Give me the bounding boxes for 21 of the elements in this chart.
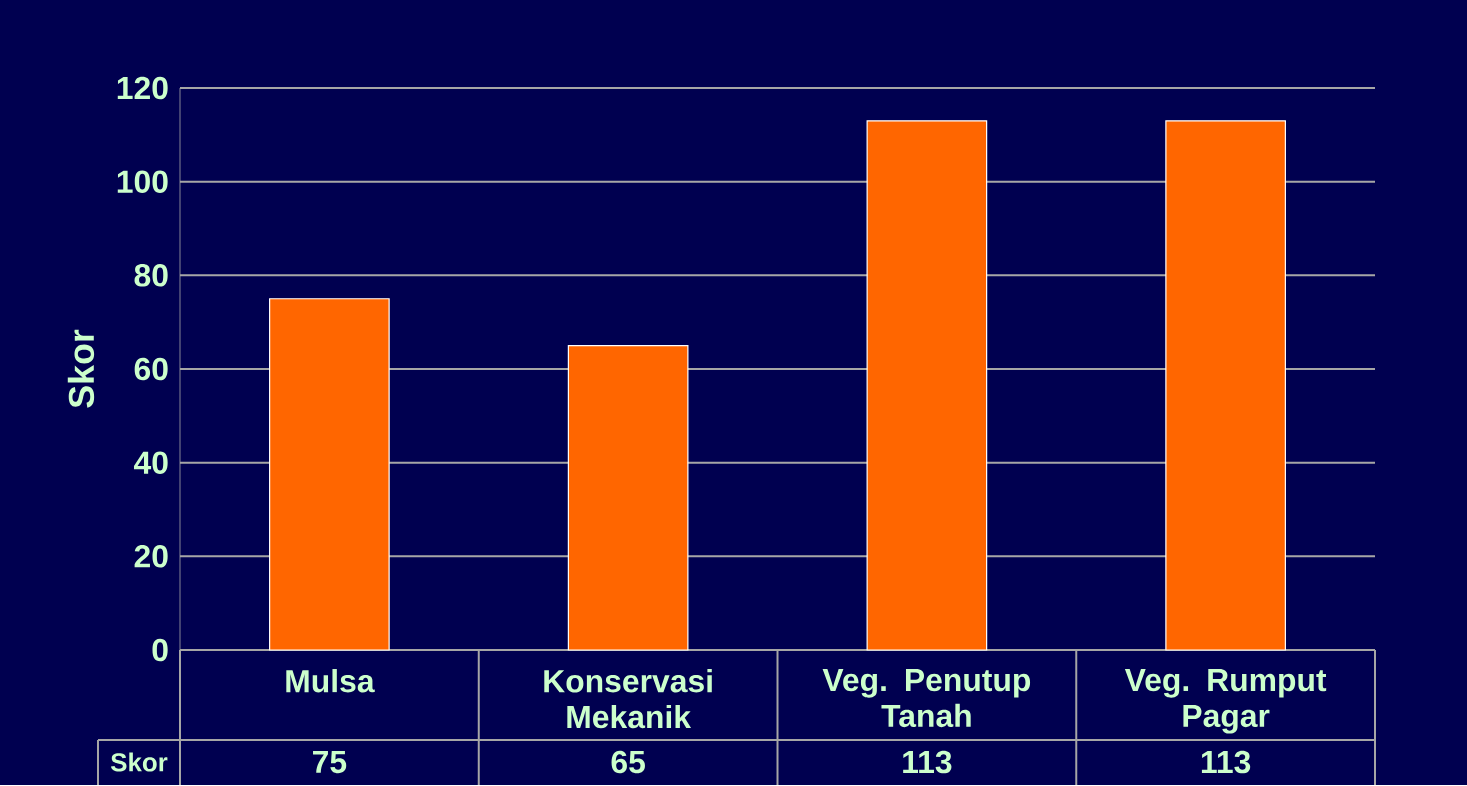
x-tick-label: Mulsa	[286, 669, 375, 693]
y-tick-label: 80	[134, 264, 168, 287]
data-label: 113	[903, 750, 952, 774]
y-tick-label: 0	[152, 638, 168, 662]
text: Skor	[110, 752, 168, 772]
y-tick-label: 40	[133, 451, 168, 474]
x-tick-label: Veg. Rumput Pagar	[1124, 669, 1327, 734]
data-label: 113	[1201, 750, 1251, 774]
data-label: 65	[611, 750, 645, 774]
x-tick-label: Konservasi Mekanik	[544, 669, 712, 729]
bar	[866, 120, 988, 651]
y-tick-label: 120	[117, 76, 168, 100]
y-tick-label: 60	[134, 357, 168, 381]
bar	[269, 298, 390, 651]
bar	[567, 344, 689, 651]
y-tick-label: 20	[134, 545, 168, 568]
y-tick-label: 100	[117, 170, 168, 193]
bar	[1165, 120, 1286, 651]
x-tick-label: Veg. Penutup Tanah	[822, 669, 1031, 728]
data-label: 75	[313, 750, 347, 774]
y-axis-title: Skor	[67, 329, 95, 408]
